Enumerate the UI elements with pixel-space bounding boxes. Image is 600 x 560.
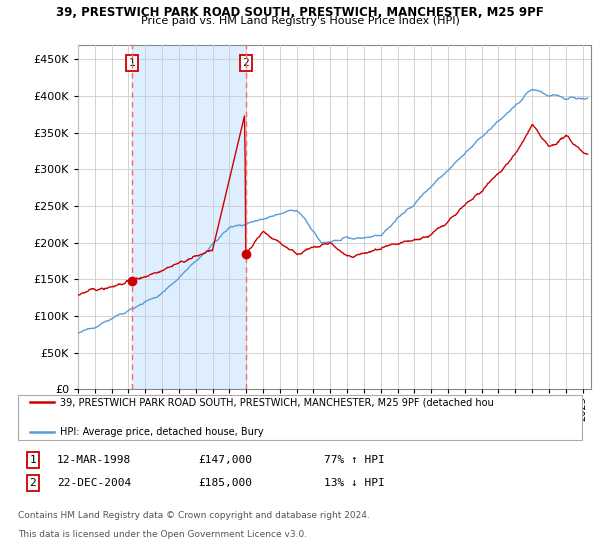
Text: 13% ↓ HPI: 13% ↓ HPI: [324, 478, 385, 488]
Text: 2: 2: [29, 478, 37, 488]
Text: 39, PRESTWICH PARK ROAD SOUTH, PRESTWICH, MANCHESTER, M25 9PF (detached hou: 39, PRESTWICH PARK ROAD SOUTH, PRESTWICH…: [60, 397, 494, 407]
Text: 22-DEC-2004: 22-DEC-2004: [57, 478, 131, 488]
Text: This data is licensed under the Open Government Licence v3.0.: This data is licensed under the Open Gov…: [18, 530, 307, 539]
Text: 77% ↑ HPI: 77% ↑ HPI: [324, 455, 385, 465]
Text: HPI: Average price, detached house, Bury: HPI: Average price, detached house, Bury: [60, 427, 263, 437]
Text: £185,000: £185,000: [198, 478, 252, 488]
Text: 1: 1: [29, 455, 37, 465]
Bar: [131, 45, 245, 389]
Text: 39, PRESTWICH PARK ROAD SOUTH, PRESTWICH, MANCHESTER, M25 9PF: 39, PRESTWICH PARK ROAD SOUTH, PRESTWICH…: [56, 6, 544, 18]
Text: 1: 1: [128, 58, 135, 68]
Text: 12-MAR-1998: 12-MAR-1998: [57, 455, 131, 465]
Text: Contains HM Land Registry data © Crown copyright and database right 2024.: Contains HM Land Registry data © Crown c…: [18, 511, 370, 520]
Text: 2: 2: [242, 58, 249, 68]
Text: Price paid vs. HM Land Registry's House Price Index (HPI): Price paid vs. HM Land Registry's House …: [140, 16, 460, 26]
Text: £147,000: £147,000: [198, 455, 252, 465]
